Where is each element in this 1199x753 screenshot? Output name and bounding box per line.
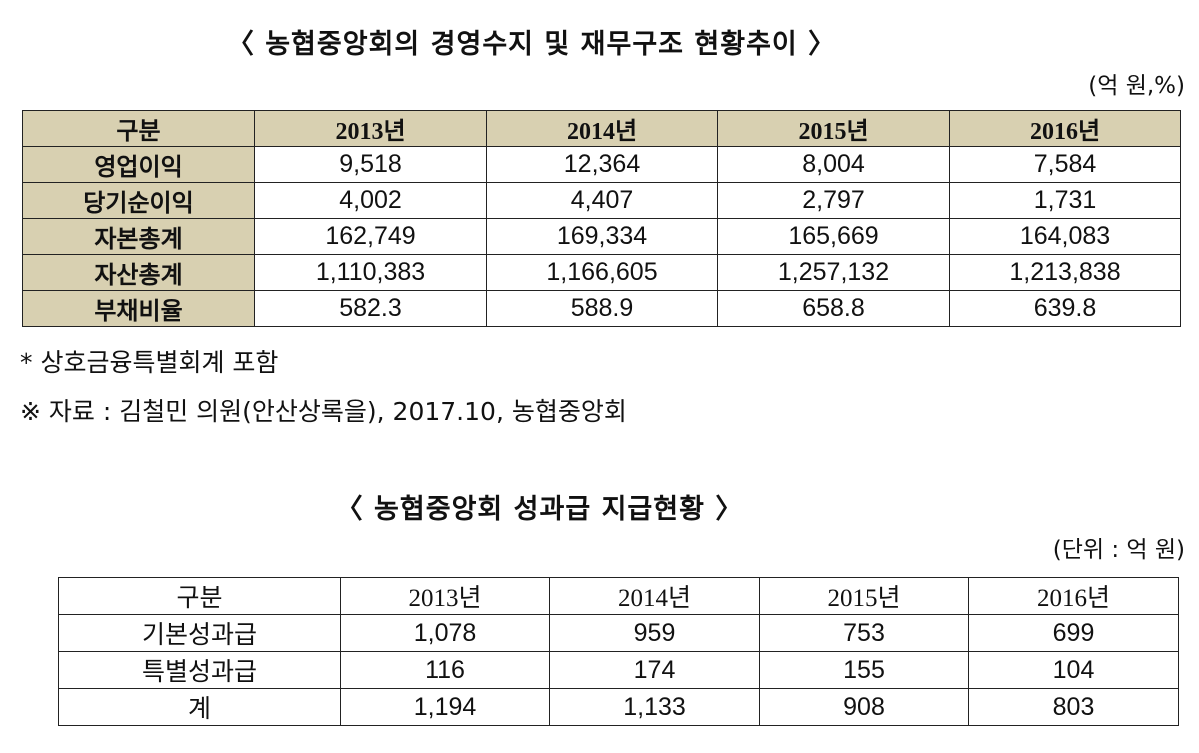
- table-header-row: 구분 2013년 2014년 2015년 2016년: [58, 577, 1179, 615]
- table-cell: 169,334: [486, 218, 718, 255]
- header-cell: 2013년: [340, 577, 550, 615]
- table-row: 자본총계 162,749 169,334 165,669 164,083: [22, 218, 1181, 255]
- table-cell: 753: [759, 614, 969, 652]
- header-cell: 2016년: [968, 577, 1179, 615]
- table-cell: 174: [549, 651, 760, 689]
- table-row: 당기순이익 4,002 4,407 2,797 1,731: [22, 182, 1181, 219]
- bonus-table: 구분 2013년 2014년 2015년 2016년 기본성과급 1,078 9…: [58, 577, 1179, 726]
- row-label: 자산총계: [22, 254, 255, 291]
- table-cell: 1,133: [549, 688, 760, 726]
- table-cell: 155: [759, 651, 969, 689]
- table-row: 부채비율 582.3 588.9 658.8 639.8: [22, 290, 1181, 327]
- row-label: 당기순이익: [22, 182, 255, 219]
- table2-title: 〈 농협중앙회 성과급 지급현황 〉: [335, 494, 744, 525]
- table-cell: 165,669: [717, 218, 950, 255]
- table-cell: 8,004: [717, 146, 950, 183]
- table-row: 자산총계 1,110,383 1,166,605 1,257,132 1,213…: [22, 254, 1181, 291]
- table-row: 특별성과급 116 174 155 104: [58, 651, 1179, 689]
- finance-table: 구분 2013년 2014년 2015년 2016년 영업이익 9,518 12…: [22, 110, 1181, 327]
- table-row: 영업이익 9,518 12,364 8,004 7,584: [22, 146, 1181, 183]
- footnote-source: ※ 자료 : 김철민 의원(안산상록을), 2017.10, 농협중앙회: [20, 397, 627, 426]
- table-cell: 4,407: [486, 182, 718, 219]
- table-cell: 2,797: [717, 182, 950, 219]
- header-cell: 2014년: [486, 110, 718, 147]
- table-cell: 959: [549, 614, 760, 652]
- table1-unit: (억 원,%): [1088, 73, 1185, 99]
- table-row: 기본성과급 1,078 959 753 699: [58, 614, 1179, 652]
- footnote-asterisk: * 상호금융특별회계 포함: [20, 348, 279, 377]
- row-label: 부채비율: [22, 290, 255, 327]
- table-cell: 699: [968, 614, 1179, 652]
- table-cell: 4,002: [254, 182, 487, 219]
- table-cell: 12,364: [486, 146, 718, 183]
- table-cell: 803: [968, 688, 1179, 726]
- table-cell: 582.3: [254, 290, 487, 327]
- table-cell: 1,213,838: [949, 254, 1181, 291]
- table-cell: 9,518: [254, 146, 487, 183]
- table-cell: 639.8: [949, 290, 1181, 327]
- table-cell: 7,584: [949, 146, 1181, 183]
- row-label: 특별성과급: [58, 651, 341, 689]
- row-label: 계: [58, 688, 341, 726]
- header-cell: 2013년: [254, 110, 487, 147]
- table-cell: 1,166,605: [486, 254, 718, 291]
- table-cell: 1,731: [949, 182, 1181, 219]
- row-label: 자본총계: [22, 218, 255, 255]
- table-header-row: 구분 2013년 2014년 2015년 2016년: [22, 110, 1181, 147]
- table-cell: 104: [968, 651, 1179, 689]
- header-cell: 2014년: [549, 577, 760, 615]
- table-cell: 162,749: [254, 218, 487, 255]
- table-row: 계 1,194 1,133 908 803: [58, 688, 1179, 726]
- table2-unit: (단위 : 억 원): [1052, 537, 1185, 563]
- table-cell: 1,078: [340, 614, 550, 652]
- table-cell: 908: [759, 688, 969, 726]
- table-cell: 1,194: [340, 688, 550, 726]
- table-cell: 1,257,132: [717, 254, 950, 291]
- header-cell: 구분: [58, 577, 341, 615]
- header-cell: 2016년: [949, 110, 1181, 147]
- header-cell: 2015년: [717, 110, 950, 147]
- row-label: 기본성과급: [58, 614, 341, 652]
- table-cell: 164,083: [949, 218, 1181, 255]
- table-cell: 1,110,383: [254, 254, 487, 291]
- table1-title: 〈 농협중앙회의 경영수지 및 재무구조 현황추이 〉: [226, 29, 837, 60]
- header-cell: 구분: [22, 110, 255, 147]
- table-cell: 658.8: [717, 290, 950, 327]
- header-cell: 2015년: [759, 577, 969, 615]
- table-cell: 116: [340, 651, 550, 689]
- table-cell: 588.9: [486, 290, 718, 327]
- row-label: 영업이익: [22, 146, 255, 183]
